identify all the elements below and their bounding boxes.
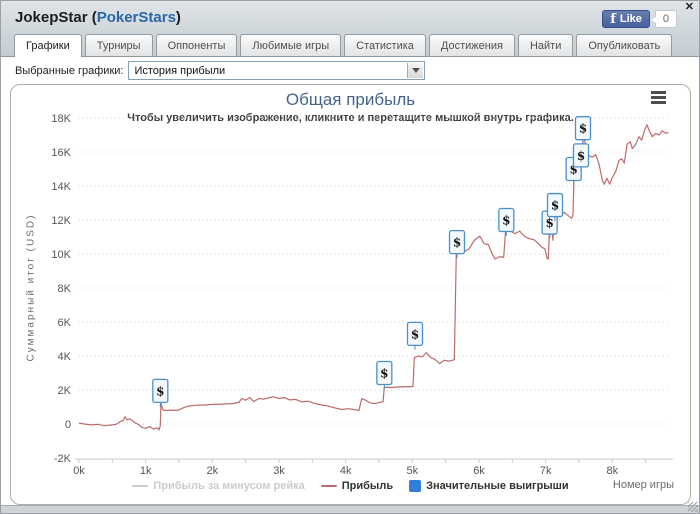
y-tick-label: 14K [51, 181, 71, 193]
legend-item-significant-wins[interactable]: Значительные выигрыши [409, 480, 569, 492]
y-tick-label: 18K [51, 113, 71, 125]
header-row: JokepStar (PokerStars) f Like 0 [1, 1, 699, 31]
facebook-like-label: Like [619, 13, 642, 25]
chart-panel: Общая прибыль Чтобы увеличить изображени… [10, 84, 691, 505]
dollar-icon: $ [577, 149, 585, 163]
chart-title: Общая прибыль [285, 90, 416, 109]
window-bottom-edge [1, 505, 699, 513]
tab-bar: Графики Турниры Оппоненты Любимые игры С… [1, 31, 699, 57]
y-tick-label: 10K [51, 249, 71, 261]
tab-favorite-games[interactable]: Любимые игры [240, 34, 342, 56]
network-name: PokerStars [96, 8, 176, 26]
legend-label: Прибыль за минусом рейка [153, 480, 305, 492]
title-close-paren: ) [175, 8, 181, 26]
dollar-icon: $ [411, 327, 419, 341]
tab-graphs[interactable]: Графики [14, 34, 82, 57]
dollar-icon: $ [569, 163, 577, 177]
graph-select-value: История прибыли [134, 64, 226, 77]
tab-statistics[interactable]: Статистика [344, 34, 426, 56]
gray-line-icon [132, 485, 149, 487]
x-tick-label: 2k [207, 465, 219, 477]
y-tick-label: 2K [58, 385, 72, 397]
legend-item-profit-minus-rake[interactable]: Прибыль за минусом рейка [132, 480, 305, 492]
facebook-like-count: 0 [651, 10, 677, 28]
page-title: JokepStar (PokerStars) [15, 9, 181, 26]
x-tick-label: 4k [340, 465, 352, 477]
tab-tournaments[interactable]: Турниры [84, 34, 153, 56]
significant-win-marker[interactable] [572, 143, 590, 168]
tab-publish[interactable]: Опубликовать [576, 34, 673, 56]
graph-filter-row: Выбранные графики: История прибыли [1, 57, 699, 84]
facebook-widget: f Like 0 [602, 10, 677, 28]
dollar-icon: $ [453, 236, 461, 250]
resize-grip-icon[interactable] [688, 502, 698, 512]
y-tick-label: 16K [51, 147, 71, 159]
x-axis-title: Номер игры [612, 479, 674, 491]
y-tick-label: 12K [51, 215, 71, 227]
y-tick-label: 0 [65, 419, 71, 431]
y-tick-label: -2K [54, 453, 72, 465]
dollar-icon: $ [551, 199, 559, 213]
dollar-icon: $ [380, 367, 388, 381]
chart-legend: Прибыль за минусом рейка Прибыль Значите… [11, 480, 690, 492]
close-icon[interactable]: ✕ [684, 1, 694, 13]
player-name: JokepStar ( [15, 8, 97, 26]
significant-win-marker[interactable] [152, 378, 169, 404]
tab-opponents[interactable]: Оппоненты [155, 34, 238, 56]
significant-win-marker[interactable] [498, 207, 515, 233]
x-tick-label: 0k [73, 465, 85, 477]
chevron-down-icon[interactable] [407, 63, 424, 78]
facebook-logo-icon: f [610, 11, 616, 27]
x-tick-label: 8k [607, 465, 619, 477]
chart-subtitle: Чтобы увеличить изображение, кликните и … [127, 112, 574, 124]
dollar-icon: $ [156, 384, 164, 398]
legend-label: Значительные выигрыши [426, 480, 569, 492]
blue-square-icon [409, 480, 422, 492]
facebook-like-button[interactable]: f Like [602, 10, 650, 28]
dollar-icon: $ [502, 214, 510, 228]
tab-achievements[interactable]: Достижения [428, 34, 515, 56]
graph-select-label: Выбранные графики: [15, 64, 124, 77]
top-chrome: JokepStar (PokerStars) f Like 0 ✕ Графики… [1, 1, 699, 57]
significant-win-marker[interactable] [574, 116, 592, 141]
graph-select[interactable]: История прибыли [128, 61, 426, 80]
significant-win-marker[interactable] [448, 229, 466, 255]
x-tick-label: 1k [140, 465, 152, 477]
legend-label: Прибыль [341, 480, 394, 492]
x-tick-label: 3k [273, 465, 285, 477]
x-tick-label: 5k [407, 465, 419, 477]
legend-item-profit[interactable]: Прибыль [320, 480, 394, 492]
red-line-icon [320, 485, 337, 487]
dollar-icon: $ [545, 216, 553, 230]
tab-find[interactable]: Найти [517, 34, 574, 56]
y-tick-label: 4K [58, 351, 72, 363]
chart-menu-icon[interactable] [651, 91, 666, 106]
y-tick-label: 6K [58, 317, 72, 329]
y-tick-label: 8K [58, 283, 72, 295]
significant-win-marker[interactable] [406, 321, 424, 347]
significant-win-marker[interactable] [546, 192, 564, 218]
x-tick-label: 7k [540, 465, 552, 477]
significant-win-marker[interactable] [376, 360, 393, 386]
profit-line[interactable] [78, 124, 669, 431]
x-tick-label: 6k [473, 465, 485, 477]
dollar-icon: $ [579, 122, 587, 136]
